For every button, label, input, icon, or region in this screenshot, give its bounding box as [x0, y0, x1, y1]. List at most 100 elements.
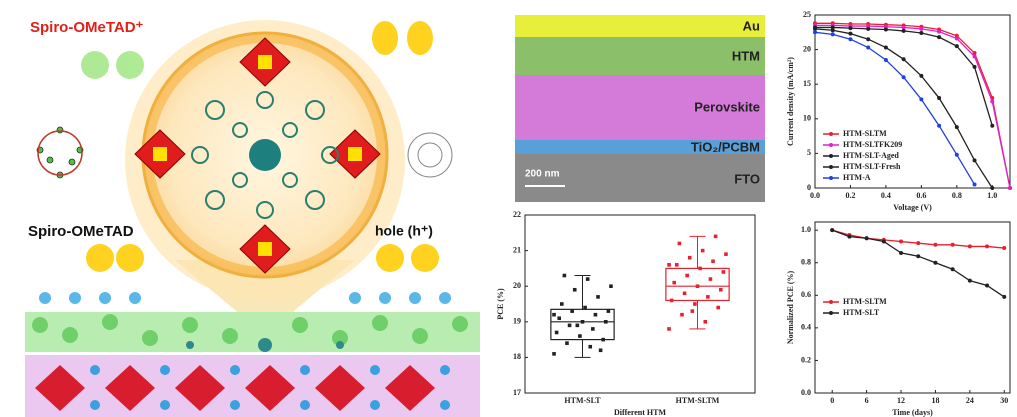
legend-marker	[829, 154, 833, 158]
data-point	[669, 298, 674, 303]
series-line	[814, 31, 976, 185]
x-tick-label: 24	[966, 396, 974, 405]
data-point	[830, 228, 835, 233]
data-point	[700, 248, 705, 253]
data-point	[919, 73, 924, 78]
data-point	[591, 327, 595, 331]
data-point	[713, 234, 718, 239]
data-point	[848, 37, 853, 42]
legend-marker	[829, 176, 833, 180]
data-point	[606, 309, 611, 313]
data-point	[866, 37, 871, 42]
data-point	[1008, 186, 1012, 190]
data-point	[972, 182, 977, 187]
oxidized-label: Spiro-OMeTAD⁺	[30, 19, 144, 36]
data-point	[937, 29, 942, 34]
series-line	[814, 28, 993, 189]
data-point	[830, 28, 835, 33]
layer-label: FTO	[734, 171, 760, 186]
legend-label: HTM-SLT-Fresh	[843, 162, 901, 171]
data-point	[680, 312, 684, 317]
x-tick-label: 18	[931, 396, 939, 405]
x-axis-label: Time (days)	[892, 408, 933, 417]
data-point	[675, 263, 679, 267]
data-point	[706, 295, 710, 299]
data-point	[950, 242, 955, 247]
data-point	[703, 320, 708, 324]
illustration: Spiro-OMeTAD⁺ Spiro-OMeTAD hole (h⁺)	[25, 19, 480, 417]
data-point	[557, 316, 562, 321]
data-point	[667, 327, 671, 331]
x-tick-label: HTM-SLT	[564, 396, 601, 405]
data-point	[830, 25, 835, 30]
y-tick-label: 15	[803, 79, 811, 88]
series-line	[831, 229, 1005, 298]
layer-label: TiO₂/PCBM	[691, 139, 760, 154]
y-axis-label: Normalized PCE (%)	[786, 271, 795, 345]
data-point	[567, 323, 572, 328]
data-point	[883, 45, 888, 50]
data-point	[708, 277, 713, 281]
data-point	[881, 239, 886, 244]
data-point	[899, 250, 904, 255]
layer-label: Perovskite	[694, 99, 760, 114]
data-point	[967, 244, 972, 249]
legend-marker	[829, 143, 833, 147]
x-tick-label: 0.6	[916, 191, 926, 200]
y-tick-label: 0	[807, 183, 811, 192]
y-tick-label: 0.0	[801, 388, 811, 397]
data-point	[609, 284, 613, 288]
legend-label: HTM-SLT-Aged	[843, 151, 899, 160]
legend-label: HTM-A	[843, 173, 871, 182]
neutral-label: Spiro-OMeTAD	[28, 223, 134, 240]
data-point	[916, 241, 921, 246]
data-point	[866, 45, 871, 50]
x-tick-label: 30	[1000, 396, 1008, 405]
data-point	[593, 312, 598, 317]
data-point	[954, 44, 959, 49]
data-point	[899, 239, 904, 244]
data-point	[601, 337, 605, 342]
data-point	[990, 123, 995, 128]
x-tick-label: 0.2	[845, 191, 855, 200]
scale-bar-label: 200 nm	[525, 169, 560, 180]
data-point	[716, 305, 720, 310]
data-point	[598, 348, 603, 353]
layer-label: HTM	[732, 48, 760, 63]
data-point	[901, 25, 906, 30]
data-point	[933, 260, 938, 265]
data-point	[552, 352, 556, 356]
data-point	[937, 123, 942, 128]
x-tick-label: 0	[830, 396, 834, 405]
data-point	[565, 341, 569, 345]
y-tick-label: 5	[807, 148, 811, 157]
data-point	[901, 57, 906, 62]
data-point	[883, 24, 888, 29]
data-point	[554, 330, 559, 335]
data-point	[560, 302, 564, 306]
data-point	[596, 295, 600, 299]
x-tick-label: 12	[897, 396, 905, 405]
data-point	[687, 255, 692, 260]
data-point	[830, 32, 835, 37]
y-tick-label: 19	[513, 317, 521, 326]
x-tick-label: HTM-SLTM	[676, 396, 720, 405]
data-point	[919, 97, 924, 102]
data-point	[933, 242, 938, 247]
y-axis-label: PCE (%)	[496, 288, 505, 320]
data-point	[919, 30, 924, 35]
data-point	[972, 158, 977, 163]
data-point	[990, 99, 995, 104]
y-tick-label: 0.4	[801, 323, 811, 332]
data-point	[580, 320, 585, 324]
data-point	[572, 287, 577, 292]
legend-label: HTM-SLT	[843, 308, 880, 317]
x-tick-label: 0.0	[810, 191, 820, 200]
data-point	[954, 36, 959, 41]
y-axis-label: Current density (mA/cm²)	[786, 57, 795, 146]
y-tick-label: 18	[513, 352, 521, 361]
data-point	[685, 273, 689, 278]
data-point	[698, 266, 702, 271]
data-point	[919, 26, 924, 31]
